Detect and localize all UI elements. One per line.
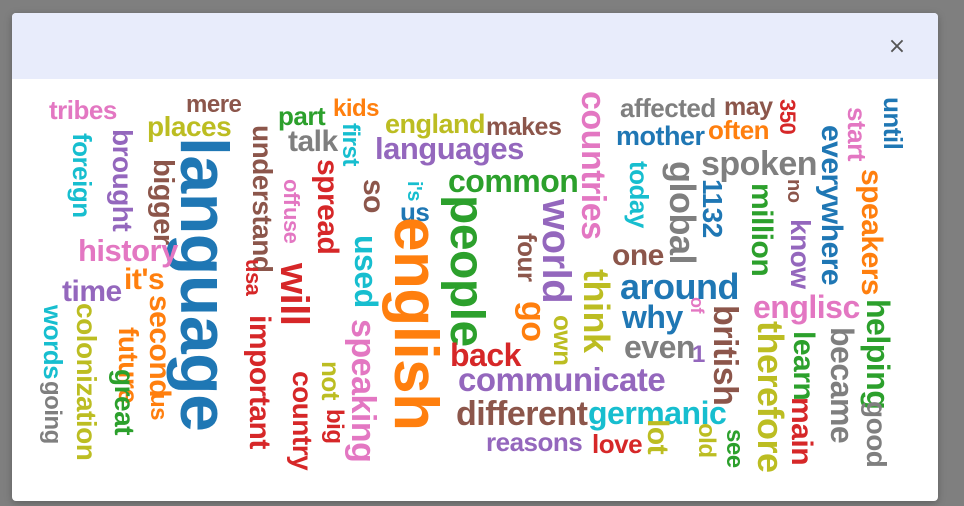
word-cloud-word: around <box>620 266 740 307</box>
word-cloud-word: even <box>624 329 695 365</box>
word-cloud-word: own <box>548 315 578 366</box>
word-cloud-word: affected <box>620 93 716 123</box>
word-cloud-word: brought <box>107 129 138 232</box>
word-cloud-word: country <box>287 371 318 471</box>
word-cloud-word: lot <box>641 419 674 455</box>
word-cloud-word: countries <box>574 91 612 240</box>
word-cloud-word: until <box>878 97 908 150</box>
word-cloud-word: important <box>243 315 276 449</box>
word-cloud-word: 350 <box>775 99 800 135</box>
word-cloud-word: mother <box>616 121 705 151</box>
word-cloud-word: no <box>783 179 805 203</box>
word-cloud-word: today <box>624 161 654 228</box>
word-cloud-word: common <box>448 163 579 199</box>
word-cloud-word: communicate <box>458 361 666 398</box>
word-cloud-word: speakers <box>855 169 888 296</box>
word-cloud-word: big <box>321 409 348 444</box>
word-cloud-word: may <box>724 93 773 121</box>
word-cloud-word: talk <box>288 125 338 158</box>
word-cloud-word: know <box>785 219 816 289</box>
word-cloud-word: use <box>279 207 304 244</box>
word-cloud-word: england <box>385 109 486 139</box>
word-cloud-word: world <box>534 199 578 304</box>
word-cloud-word: reasons <box>486 427 583 457</box>
word-cloud-word: us <box>145 393 172 421</box>
word-cloud-word: old <box>693 423 720 458</box>
word-cloud-word: one <box>612 239 664 272</box>
word-cloud-word: second <box>143 295 176 398</box>
word-cloud-word: different <box>456 395 588 433</box>
word-cloud-word: see <box>721 429 748 468</box>
word-cloud-word: usa <box>241 259 266 296</box>
word-cloud-word: part <box>278 101 326 131</box>
word-cloud-word: time <box>62 275 122 308</box>
word-cloud-word: spoken <box>701 145 818 183</box>
word-cloud-word: kids <box>333 95 380 122</box>
close-button[interactable]: × <box>882 33 912 61</box>
word-cloud-word: makes <box>486 113 562 141</box>
word-cloud-word: therefore <box>750 321 791 473</box>
word-cloud-word: of <box>687 297 707 313</box>
word-cloud-word: used <box>348 235 384 308</box>
word-cloud-word: it's <box>124 263 165 296</box>
word-cloud-word: englisc <box>753 289 860 325</box>
word-cloud-word: spread <box>311 159 344 255</box>
word-cloud-word: germanic <box>588 395 727 431</box>
word-cloud-word: off <box>279 179 304 206</box>
word-cloud-word: speaking <box>344 319 382 463</box>
word-cloud-word: colonization <box>71 303 102 461</box>
word-cloud-dialog: × tribes mere part kids england makes affected… <box>12 13 938 501</box>
word-cloud-word: often <box>708 115 770 145</box>
word-cloud-word: mere <box>186 91 242 118</box>
word-cloud-word: love <box>592 429 643 459</box>
word-cloud-word: tribes <box>49 95 117 125</box>
word-cloud-word: understand <box>247 125 278 273</box>
word-cloud-word: helping <box>860 299 896 410</box>
word-cloud-word: british <box>706 305 744 406</box>
word-cloud-word: foreign <box>67 133 97 218</box>
word-cloud-word: history <box>78 233 178 268</box>
word-cloud-word: people <box>440 195 493 347</box>
word-cloud-word: 1132 <box>697 179 728 238</box>
word-cloud-word: language <box>166 137 242 432</box>
word-cloud-word: 1 <box>692 341 705 368</box>
word-cloud-word: became <box>824 327 860 444</box>
word-cloud: tribes mere part kids england makes affected ma… <box>12 79 938 501</box>
word-cloud-word: everywhere <box>815 125 848 286</box>
word-cloud-word: good <box>861 401 892 468</box>
word-cloud-word: going <box>39 381 66 444</box>
word-cloud-word: not <box>316 361 346 400</box>
word-cloud-word: words <box>38 305 68 380</box>
word-cloud-word: global <box>662 161 703 264</box>
word-cloud-word: why <box>622 299 683 335</box>
word-cloud-word: us <box>400 197 430 227</box>
word-cloud-word: million <box>745 183 778 277</box>
word-cloud-word: places <box>147 111 232 142</box>
word-cloud-word: learn <box>787 331 820 401</box>
word-cloud-word: languages <box>375 131 524 166</box>
word-cloud-word: main <box>785 397 818 466</box>
word-cloud-word: so <box>357 179 390 214</box>
word-cloud-word: will <box>272 263 316 326</box>
dialog-header: × <box>12 13 938 79</box>
word-cloud-word: english <box>381 217 450 431</box>
word-cloud-word: think <box>576 269 617 353</box>
word-cloud-word: back <box>450 337 521 373</box>
word-cloud-word: great <box>109 369 140 435</box>
word-cloud-word: go <box>514 301 552 342</box>
